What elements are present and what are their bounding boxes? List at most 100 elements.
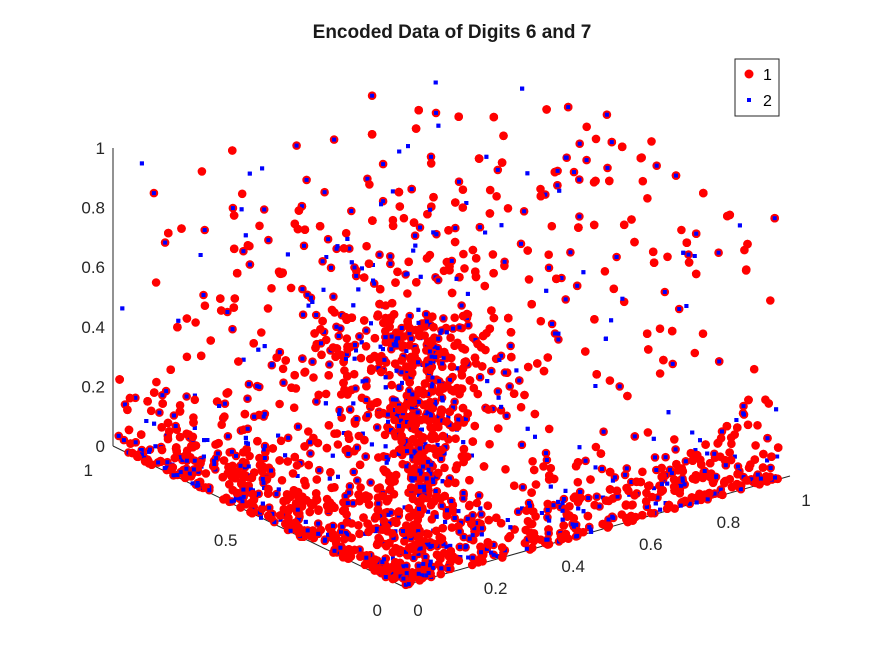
data-point-series-1 (237, 477, 246, 487)
data-point-series-2 (426, 509, 431, 514)
data-point-series-2 (417, 468, 422, 473)
data-point-series-2 (243, 233, 248, 238)
data-point-series-2 (576, 506, 581, 511)
data-point-series-2 (546, 531, 551, 536)
data-point-series-2 (304, 177, 309, 182)
data-point-series-2 (348, 407, 353, 412)
data-point-series-1 (524, 275, 534, 284)
data-point-series-2 (303, 519, 308, 524)
data-point-series-2 (431, 360, 436, 365)
data-point-series-2 (568, 250, 573, 255)
data-point-series-2 (175, 473, 180, 477)
data-point-series-2 (410, 392, 415, 397)
data-point-series-2 (217, 404, 222, 408)
data-point-series-2 (164, 389, 169, 394)
data-point-series-1 (367, 400, 376, 410)
data-point-series-1 (322, 501, 332, 511)
data-point-series-1 (275, 511, 285, 520)
data-point-series-1 (473, 389, 483, 399)
data-point-series-2 (548, 484, 553, 489)
data-point-series-1 (354, 521, 363, 530)
data-point-series-1 (354, 490, 363, 499)
data-point-series-1 (236, 503, 245, 512)
data-point-series-1 (264, 511, 273, 521)
data-point-series-2 (597, 504, 602, 509)
data-point-series-1 (688, 474, 698, 483)
data-point-series-1 (677, 225, 686, 235)
data-point-series-2 (574, 522, 579, 527)
data-point-series-2 (239, 207, 244, 212)
data-point-series-2 (316, 521, 321, 526)
data-point-series-1 (396, 445, 406, 454)
data-point-series-1 (182, 352, 192, 362)
data-point-series-1 (164, 427, 174, 436)
data-point-series-2 (439, 566, 444, 571)
data-point-series-2 (451, 405, 456, 410)
data-point-series-1 (655, 369, 665, 378)
data-point-series-1 (705, 472, 715, 482)
data-point-series-1 (465, 376, 475, 385)
data-point-series-1 (328, 529, 338, 539)
data-point-series-2 (416, 360, 420, 365)
data-point-series-1 (255, 221, 264, 231)
data-point-series-1 (454, 556, 464, 565)
data-point-series-1 (605, 485, 615, 494)
data-point-series-2 (418, 225, 422, 230)
data-point-series-1 (381, 337, 391, 347)
data-point-series-2 (457, 544, 462, 549)
y-tick-label: 0.4 (561, 557, 585, 576)
data-point-series-2 (416, 320, 421, 325)
data-point-series-2 (428, 559, 433, 564)
data-point-series-2 (467, 536, 472, 541)
data-point-series-1 (471, 267, 480, 277)
data-point-series-1 (742, 265, 751, 274)
data-point-series-1 (483, 501, 493, 511)
data-point-series-1 (313, 438, 323, 448)
data-point-series-2 (516, 509, 521, 514)
data-point-series-2 (351, 401, 356, 406)
data-point-series-2 (431, 477, 435, 482)
data-point-series-2 (393, 340, 398, 344)
data-point-series-1 (318, 316, 327, 326)
data-point-series-1 (473, 518, 483, 528)
data-point-series-2 (401, 529, 405, 534)
data-point-series-2 (773, 475, 777, 480)
data-point-series-2 (327, 476, 332, 481)
data-point-series-2 (241, 249, 246, 254)
data-point-series-2 (232, 498, 236, 503)
data-point-series-2 (417, 484, 422, 489)
data-point-series-2 (765, 436, 770, 441)
data-point-series-1 (157, 423, 166, 432)
data-point-series-2 (397, 149, 402, 154)
y-tick-label: 0.8 (717, 513, 741, 532)
data-point-series-2 (402, 505, 407, 510)
data-point-series-2 (409, 336, 414, 341)
data-point-series-2 (560, 508, 565, 513)
data-point-series-1 (409, 508, 419, 518)
y-tick-label: 1 (801, 491, 810, 510)
data-point-series-2 (401, 564, 406, 569)
data-point-series-1 (663, 252, 672, 262)
data-point-series-1 (722, 421, 732, 431)
data-point-series-1 (371, 352, 380, 362)
legend-box (734, 58, 780, 117)
data-point-series-1 (188, 432, 198, 442)
data-point-series-2 (558, 505, 563, 510)
data-point-series-2 (171, 473, 176, 478)
data-point-series-1 (498, 553, 507, 562)
data-point-series-2 (663, 455, 668, 460)
data-point-series-2 (332, 137, 337, 142)
data-point-series-1 (528, 457, 537, 466)
data-point-series-2 (452, 399, 457, 404)
data-point-series-1 (413, 515, 423, 525)
data-point-series-1 (362, 381, 371, 391)
data-point-series-2 (446, 414, 451, 419)
data-point-series-1 (460, 357, 470, 367)
data-point-series-2 (133, 440, 138, 445)
data-point-series-2 (260, 501, 265, 506)
data-point-series-1 (370, 333, 380, 343)
data-point-series-1 (136, 430, 146, 439)
data-point-series-1 (398, 341, 408, 350)
data-point-series-1 (451, 434, 460, 444)
data-point-series-1 (149, 388, 159, 397)
